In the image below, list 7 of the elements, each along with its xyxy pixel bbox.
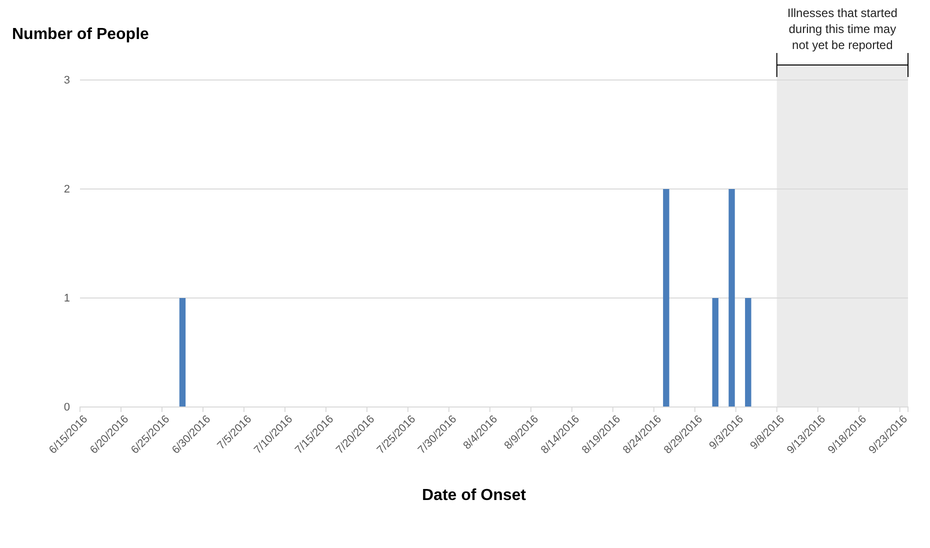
y-tick-label: 2 [64,184,70,196]
y-tick-label: 0 [64,402,70,414]
y-axis-title: Number of People [12,26,150,43]
y-tick-label: 3 [64,74,70,87]
y-tick-label: 1 [64,292,70,305]
band-label: Illnesses that started during this time may not yet be reported [787,6,898,52]
x-axis-title: Date of Onset [422,487,527,504]
